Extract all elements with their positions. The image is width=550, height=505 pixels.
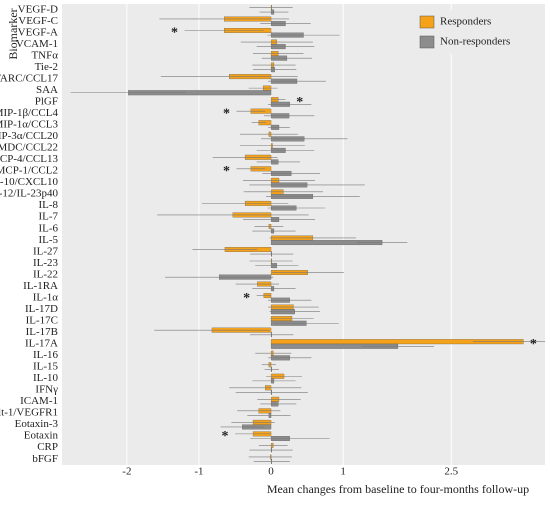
y-tick-label: SAA bbox=[36, 84, 58, 96]
y-tick-label: IL-23 bbox=[33, 257, 59, 269]
legend-swatch bbox=[419, 35, 435, 49]
y-axis-label: Biomarker bbox=[6, 8, 20, 59]
annotation: * bbox=[223, 164, 230, 179]
annotation: * bbox=[243, 291, 250, 306]
y-tick-label: IL-5 bbox=[38, 234, 58, 246]
y-tick-label: PlGF bbox=[35, 95, 58, 107]
annotation: * bbox=[171, 26, 178, 41]
y-tick-label: MCP-1/CCL2 bbox=[0, 165, 58, 177]
y-tick-label: IL-6 bbox=[38, 222, 58, 234]
y-tick-label: IL-17A bbox=[25, 338, 58, 350]
y-tick-label: VEGF-D bbox=[18, 3, 58, 15]
y-tick-label: VEGF-A bbox=[18, 26, 58, 38]
y-tick-label: IL-17C bbox=[26, 314, 58, 326]
y-tick-label: IL-27 bbox=[33, 245, 59, 257]
legend-label: Non-responders bbox=[440, 36, 510, 48]
x-tick-label: -1 bbox=[194, 466, 203, 478]
y-tick-label: IL-1RA bbox=[23, 280, 58, 292]
y-tick-label: MIP-3α/CCL20 bbox=[0, 130, 58, 142]
y-tick-label: IL-12/IL-23p40 bbox=[0, 188, 58, 200]
x-tick-label: 1 bbox=[340, 466, 346, 478]
legend: Responders Non-responders bbox=[414, 10, 540, 54]
y-tick-label: Tie-2 bbox=[35, 61, 58, 73]
y-tick-label: MDC/CCL22 bbox=[0, 142, 58, 154]
y-tick-label: Eotaxin-3 bbox=[15, 418, 59, 430]
y-tick-label: IP-10/CXCL10 bbox=[0, 176, 58, 188]
legend-label: Responders bbox=[440, 16, 491, 28]
y-tick-label: Eotaxin bbox=[24, 430, 59, 442]
annotation: * bbox=[530, 337, 537, 352]
y-tick-label: TARC/CCL17 bbox=[0, 72, 58, 84]
y-tick-label: bFGF bbox=[32, 453, 58, 465]
y-tick-label: IFNγ bbox=[35, 384, 58, 396]
x-tick-label: 0 bbox=[268, 466, 274, 478]
annotation: * bbox=[223, 106, 230, 121]
plot-background bbox=[62, 4, 545, 465]
y-tick-label: IL-22 bbox=[33, 268, 58, 280]
y-tick-label: Flt-1/VEGFR1 bbox=[0, 407, 58, 419]
y-tick-label: TNFα bbox=[31, 49, 58, 61]
y-tick-label: IL-10 bbox=[33, 372, 59, 384]
y-tick-label: MIP-1α/CCL3 bbox=[0, 119, 58, 131]
y-tick-label: CRP bbox=[37, 441, 58, 453]
legend-box bbox=[414, 10, 540, 54]
legend-swatch bbox=[419, 15, 435, 29]
x-tick-label: 2.5 bbox=[444, 466, 458, 478]
x-tick-label: -2 bbox=[122, 466, 131, 478]
y-tick-label: VEGF-C bbox=[18, 15, 58, 27]
annotation: * bbox=[296, 95, 303, 110]
annotation: * bbox=[222, 429, 229, 444]
y-tick-label: VCAM-1 bbox=[16, 38, 58, 50]
y-tick-label: MIP-1β/CCL4 bbox=[0, 107, 58, 119]
y-tick-label: IL-7 bbox=[38, 211, 58, 223]
y-tick-label: IL-8 bbox=[38, 199, 58, 211]
y-tick-label: IL-16 bbox=[33, 349, 59, 361]
y-tick-label: IL-17B bbox=[26, 326, 58, 338]
y-tick-label: IL-17D bbox=[25, 303, 58, 315]
y-tick-label: IL-15 bbox=[33, 361, 59, 373]
y-tick-label: IL-1α bbox=[33, 291, 59, 303]
x-axis-label: Mean changes from baseline to four-month… bbox=[267, 482, 529, 496]
y-tick-label: MCP-4/CCL13 bbox=[0, 153, 58, 165]
y-tick-label: ICAM-1 bbox=[20, 395, 58, 407]
